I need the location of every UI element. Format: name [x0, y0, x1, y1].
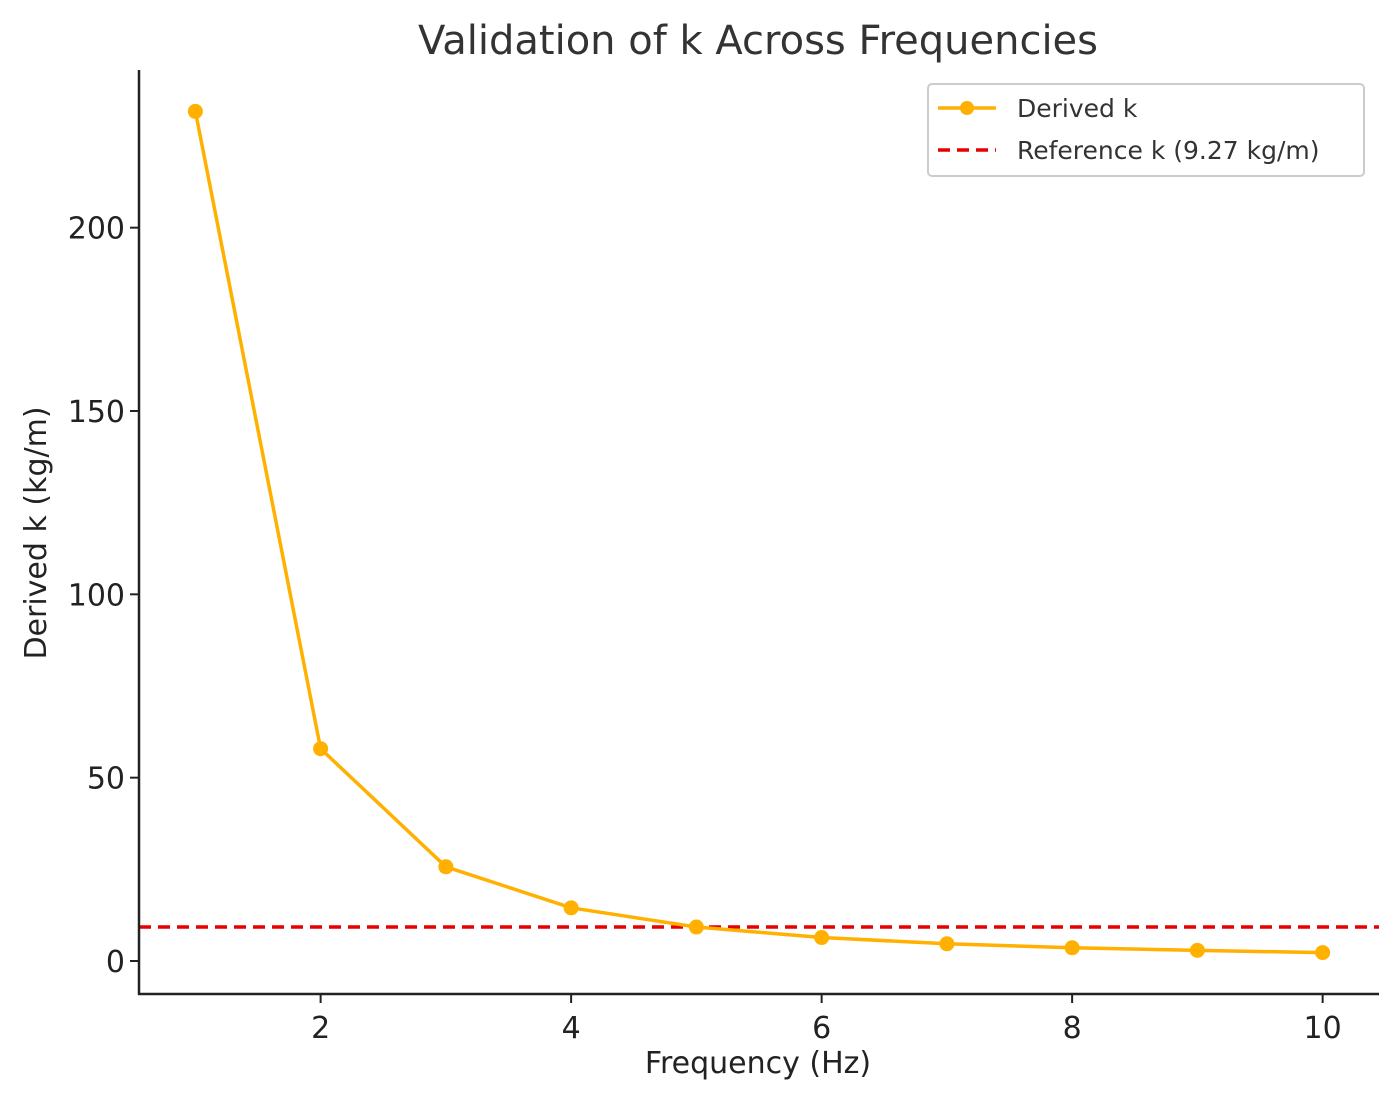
x-tick-label: 4 [562, 1011, 581, 1046]
legend-derived-k-label: Derived k [1017, 94, 1138, 123]
derived-k-point [688, 919, 704, 935]
x-tick-label: 10 [1304, 1011, 1342, 1046]
x-tick-label: 6 [812, 1011, 831, 1046]
y-axis-label: Derived k (kg/m) [19, 406, 54, 659]
legend-reference-k-label: Reference k (9.27 kg/m) [1017, 136, 1320, 165]
derived-k-point [563, 900, 579, 916]
derived-k-point [814, 930, 830, 946]
x-tick-label: 8 [1063, 1011, 1082, 1046]
chart-title: Validation of k Across Frequencies [418, 18, 1098, 64]
derived-k-point [1315, 945, 1331, 961]
y-tick-label: 150 [68, 395, 125, 430]
legend: Derived k Reference k (9.27 kg/m) [927, 83, 1365, 177]
derived-k-point [1064, 940, 1080, 956]
derived-k-point [438, 859, 454, 875]
derived-k-line [193, 111, 1323, 955]
legend-box [927, 83, 1365, 177]
legend-derived-k-marker [960, 101, 974, 115]
derived-k-point [313, 741, 329, 757]
x-axis-label: Frequency (Hz) [645, 1046, 871, 1081]
y-tick-label: 200 [68, 212, 125, 247]
x-tick-label: 2 [311, 1011, 330, 1046]
y-tick-label: 50 [87, 762, 125, 797]
derived-k-point [187, 103, 203, 119]
derived-k-point [939, 936, 955, 952]
derived-k-point [1189, 942, 1205, 958]
y-tick-label: 100 [68, 578, 125, 613]
plot-area [139, 103, 1379, 961]
x-ticks: 2 4 6 8 10 [311, 994, 1342, 1046]
y-tick-label: 0 [106, 945, 125, 980]
y-ticks: 0 50 100 150 200 [68, 212, 139, 980]
